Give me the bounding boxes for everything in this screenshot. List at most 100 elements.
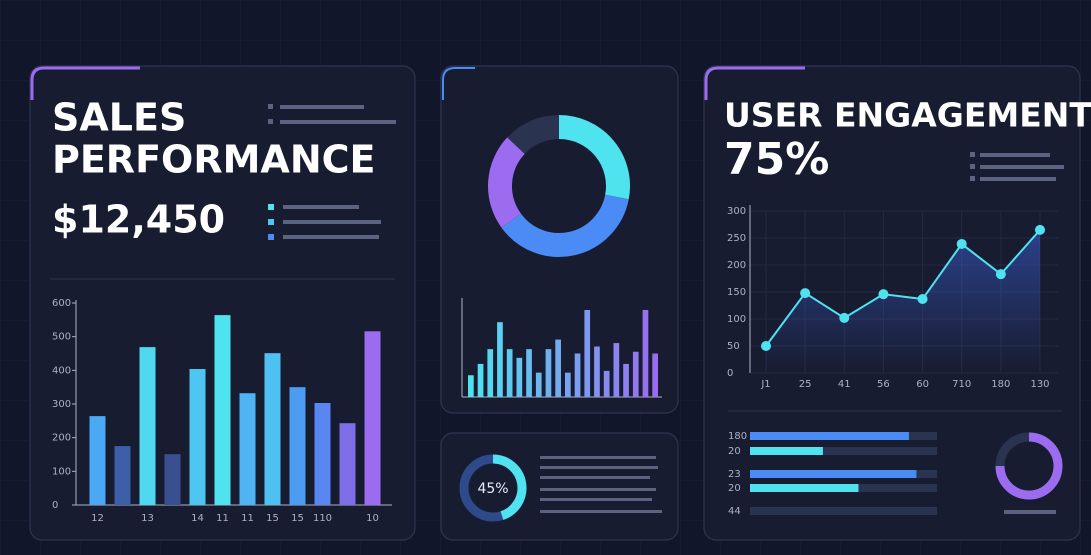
donut-segment xyxy=(488,137,526,228)
x-tick-label: 12 xyxy=(91,513,104,524)
y-tick-label: 100 xyxy=(727,314,746,325)
y-tick-label: 100 xyxy=(52,466,71,477)
y-tick-label: 300 xyxy=(727,206,746,217)
y-tick-label: 600 xyxy=(52,298,71,309)
title: USER ENGAGEMENT xyxy=(724,96,1091,135)
bar-label: 180 xyxy=(728,431,747,442)
donut-segment xyxy=(501,194,629,257)
y-tick-label: 400 xyxy=(52,365,71,376)
x-tick-label: 14 xyxy=(191,513,204,524)
donut-segment xyxy=(507,115,560,155)
y-tick-label: 0 xyxy=(52,500,58,511)
bar xyxy=(584,310,591,397)
bar xyxy=(574,353,581,397)
bar xyxy=(468,375,474,397)
bar-label: 44 xyxy=(728,506,741,517)
y-tick-label: 250 xyxy=(727,233,746,244)
bar xyxy=(750,470,917,478)
x-tick-label: 41 xyxy=(838,379,851,390)
x-tick-label: 11 xyxy=(241,513,254,524)
accent xyxy=(442,67,475,100)
point xyxy=(917,294,928,305)
point xyxy=(839,312,850,323)
x-tick-label: 56 xyxy=(877,379,890,390)
point xyxy=(956,238,967,249)
bar xyxy=(264,353,281,505)
x-tick-label: 13 xyxy=(141,513,154,524)
bar xyxy=(214,315,231,505)
bar xyxy=(89,416,106,505)
y-tick-label: 0 xyxy=(727,368,733,379)
accent xyxy=(704,66,805,100)
bar xyxy=(555,339,561,397)
bar xyxy=(289,387,306,505)
donut-segment xyxy=(558,115,630,200)
bar xyxy=(632,351,639,397)
bar xyxy=(139,347,156,505)
bar xyxy=(526,349,532,397)
bar xyxy=(750,432,909,440)
bar xyxy=(114,446,131,505)
x-tick-label: 60 xyxy=(916,379,929,390)
point xyxy=(761,341,771,351)
bar xyxy=(565,372,571,397)
bar-track xyxy=(750,507,937,515)
line xyxy=(765,229,1041,347)
x-tick-label: 11 xyxy=(216,513,229,524)
x-tick-label: 25 xyxy=(799,379,812,390)
bar xyxy=(613,343,620,397)
ring-label: 45% xyxy=(477,481,508,497)
bar xyxy=(652,353,658,397)
bar xyxy=(642,310,649,397)
bar xyxy=(189,368,206,505)
bar xyxy=(364,331,381,505)
x-tick-label: 110 xyxy=(313,513,332,524)
y-tick-label: 300 xyxy=(52,399,71,410)
x-tick-label: 180 xyxy=(991,379,1010,390)
x-tick-label: 15 xyxy=(266,513,279,524)
bar xyxy=(516,357,523,397)
y-tick-label: 150 xyxy=(727,287,746,298)
bar xyxy=(594,346,600,397)
bar xyxy=(603,370,610,397)
x-tick-label: J1 xyxy=(760,379,770,390)
bar xyxy=(164,454,181,505)
area xyxy=(766,229,1040,373)
accent xyxy=(30,66,140,100)
title: SALES xyxy=(52,96,186,140)
ring-value xyxy=(492,454,527,520)
bar-label: 20 xyxy=(728,483,741,494)
bar xyxy=(497,322,503,397)
bar-label: 20 xyxy=(728,446,741,457)
x-tick-label: 10 xyxy=(366,513,379,524)
bar xyxy=(750,484,859,492)
point xyxy=(800,288,811,299)
total: $12,450 xyxy=(52,198,225,242)
bar-track xyxy=(750,447,937,455)
bar xyxy=(623,363,629,397)
x-tick-label: 130 xyxy=(1030,379,1049,390)
y-tick-label: 200 xyxy=(52,433,71,444)
point xyxy=(878,289,889,300)
point xyxy=(995,269,1006,280)
y-tick-label: 50 xyxy=(727,341,740,352)
y-tick-label: 200 xyxy=(727,260,746,271)
point xyxy=(1035,224,1045,235)
bar xyxy=(314,402,331,505)
bar xyxy=(487,349,494,397)
bar xyxy=(535,372,542,397)
rate: 75% xyxy=(724,134,829,185)
bar xyxy=(545,349,552,397)
ring-value xyxy=(995,432,1063,500)
bar xyxy=(239,393,256,505)
x-tick-label: 710 xyxy=(952,379,971,390)
legend-placeholder xyxy=(268,104,1064,514)
bar xyxy=(339,423,356,505)
x-tick-label: 15 xyxy=(291,513,304,524)
bar xyxy=(506,349,513,397)
bar xyxy=(750,447,823,455)
bar xyxy=(477,363,484,397)
y-tick-label: 500 xyxy=(52,332,71,343)
title: PERFORMANCE xyxy=(52,138,375,182)
